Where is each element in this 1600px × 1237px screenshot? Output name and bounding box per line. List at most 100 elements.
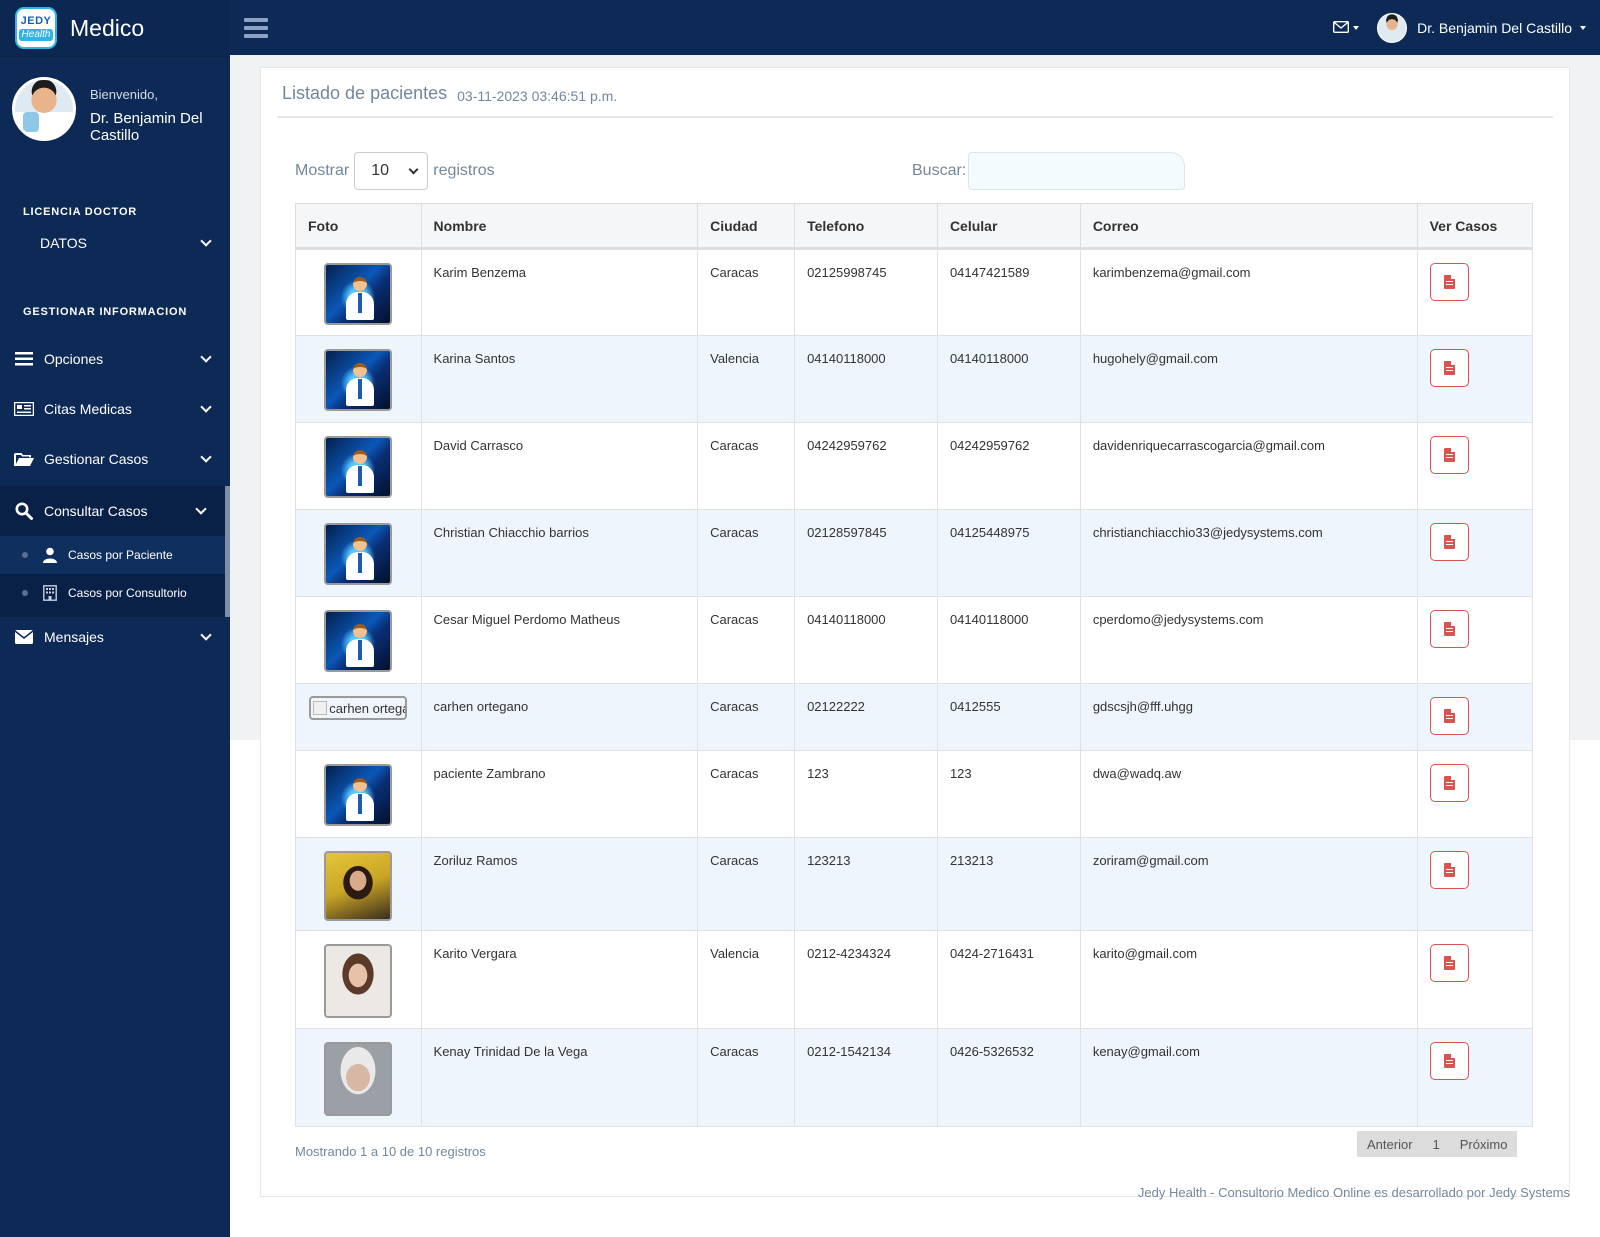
pagination-next[interactable]: Próximo xyxy=(1459,1136,1508,1152)
ver-casos-cell xyxy=(1416,422,1534,510)
table-row: Zoriluz Ramos Caracas 123213 213213 zori… xyxy=(295,837,1534,931)
page-date: 03-11-2023 03:46:51 p.m. xyxy=(457,88,618,104)
sidebar-item-casos-por-consultorio[interactable]: Casos por Consultorio xyxy=(0,574,225,612)
user-menu[interactable]: Dr. Benjamin Del Castillo xyxy=(1417,20,1586,36)
patient-name: Cesar Miguel Perdomo Matheus xyxy=(420,596,699,684)
chevron-down-icon xyxy=(200,401,212,413)
photo-cell xyxy=(295,1028,422,1127)
brand-title: Medico xyxy=(70,14,145,41)
patient-phone: 04140118000 xyxy=(794,335,938,423)
ver-casos-cell xyxy=(1416,837,1534,931)
patient-phone: 02128597845 xyxy=(794,509,938,597)
table-row: carhen ortega carhen ortegano Caracas 02… xyxy=(295,683,1534,751)
sidebar-item-opciones[interactable]: Opciones xyxy=(0,334,230,384)
chevron-down-icon xyxy=(200,351,212,363)
sidebar-item-label: Mensajes xyxy=(44,629,104,645)
patient-phone: 123 xyxy=(794,750,938,838)
file-icon xyxy=(1443,361,1455,375)
column-header-telefono[interactable]: Telefono xyxy=(794,203,938,250)
column-header-celular[interactable]: Celular xyxy=(936,203,1081,250)
section-gestionar-informacion: GESTIONAR INFORMACION xyxy=(23,306,188,318)
chevron-down-icon xyxy=(408,164,419,174)
patients-table: Foto Nombre Ciudad Telefono Celular Corr… xyxy=(295,203,1534,1127)
patient-name: carhen ortegano xyxy=(420,683,699,751)
welcome-text: Bienvenido, xyxy=(90,87,158,102)
patient-photo xyxy=(324,610,393,672)
patient-photo xyxy=(324,349,393,411)
file-icon xyxy=(1443,1054,1455,1068)
show-label: Mostrar xyxy=(295,162,350,179)
patient-name: Kenay Trinidad De la Vega xyxy=(420,1028,699,1127)
view-cases-button[interactable] xyxy=(1429,436,1469,474)
patient-name: Karina Santos xyxy=(420,335,699,423)
consultar-casos-submenu: Casos por Paciente Casos por Consultorio xyxy=(0,536,230,617)
patient-cell: 213213 xyxy=(936,837,1081,931)
user-avatar[interactable] xyxy=(1377,12,1408,43)
bullet-dot xyxy=(22,552,28,558)
chevron-down-icon xyxy=(200,235,212,247)
broken-image-icon xyxy=(313,701,328,715)
view-cases-button[interactable] xyxy=(1429,851,1469,889)
column-header-correo[interactable]: Correo xyxy=(1079,203,1418,250)
patient-cell: 04140118000 xyxy=(936,335,1081,423)
photo-cell xyxy=(295,596,422,684)
view-cases-button[interactable] xyxy=(1429,697,1469,735)
table-controls: Mostrar 10 registros Buscar: xyxy=(295,151,1535,191)
view-cases-button[interactable] xyxy=(1429,263,1469,301)
view-cases-button[interactable] xyxy=(1429,764,1469,802)
brand[interactable]: JEDY Health Medico xyxy=(0,0,230,57)
file-icon xyxy=(1443,956,1455,970)
sidebar-item-consultar-casos[interactable]: Consultar Casos xyxy=(0,486,230,536)
photo-cell xyxy=(295,837,422,931)
sidebar-item-casos-por-paciente[interactable]: Casos por Paciente xyxy=(0,536,225,574)
patient-cell: 0426-5326532 xyxy=(936,1028,1081,1127)
column-header-nombre[interactable]: Nombre xyxy=(420,203,699,250)
sidebar-item-label: Citas Medicas xyxy=(44,401,132,417)
page-length-value: 10 xyxy=(371,162,390,179)
sidebar-item-datos[interactable]: DATOS xyxy=(0,224,230,262)
patient-cell: 04140118000 xyxy=(936,596,1081,684)
patient-city: Valencia xyxy=(697,930,796,1029)
table-row: Karim Benzema Caracas 02125998745 041474… xyxy=(295,248,1534,336)
search-input[interactable] xyxy=(968,152,1186,190)
patient-cell: 04125448975 xyxy=(936,509,1081,597)
chevron-down-icon xyxy=(195,503,207,515)
envelope-icon xyxy=(14,629,34,645)
page-length-select[interactable]: 10 xyxy=(354,152,429,190)
ver-casos-cell xyxy=(1416,930,1534,1029)
photo-cell xyxy=(295,335,422,423)
sidebar-item-mensajes[interactable]: Mensajes xyxy=(0,617,230,657)
file-icon xyxy=(1443,535,1455,549)
user-icon xyxy=(42,547,58,563)
ver-casos-cell xyxy=(1416,1028,1534,1127)
view-cases-button[interactable] xyxy=(1429,610,1469,648)
file-icon xyxy=(1443,275,1455,289)
view-cases-button[interactable] xyxy=(1429,1042,1469,1080)
patient-email: cperdomo@jedysystems.com xyxy=(1079,596,1418,684)
patient-city: Caracas xyxy=(697,1028,796,1127)
sidebar-item-gestionar-casos[interactable]: Gestionar Casos xyxy=(0,434,230,484)
patient-city: Caracas xyxy=(697,509,796,597)
sidebar-item-citas-medicas[interactable]: Citas Medicas xyxy=(0,384,230,434)
menu-toggle-icon[interactable] xyxy=(244,17,268,38)
pagination-page-1[interactable]: 1 xyxy=(1432,1136,1440,1152)
photo-cell xyxy=(295,930,422,1029)
patient-photo xyxy=(324,944,393,1018)
topbar: Dr. Benjamin Del Castillo xyxy=(230,0,1600,55)
column-header-ver-casos[interactable]: Ver Casos xyxy=(1416,203,1534,250)
pagination-prev[interactable]: Anterior xyxy=(1367,1136,1413,1152)
view-cases-button[interactable] xyxy=(1429,523,1469,561)
patient-name: David Carrasco xyxy=(420,422,699,510)
table-row: Christian Chiacchio barrios Caracas 0212… xyxy=(295,509,1534,597)
column-header-foto[interactable]: Foto xyxy=(295,203,422,250)
column-header-ciudad[interactable]: Ciudad xyxy=(697,203,796,250)
file-icon xyxy=(1443,776,1455,790)
view-cases-button[interactable] xyxy=(1429,349,1469,387)
main-content: Listado de pacientes 03-11-2023 03:46:51… xyxy=(230,55,1600,1237)
submenu-label: Casos por Paciente xyxy=(68,548,173,562)
ver-casos-cell xyxy=(1416,248,1534,336)
messages-dropdown[interactable] xyxy=(1333,20,1360,36)
view-cases-button[interactable] xyxy=(1429,944,1469,982)
ver-casos-cell xyxy=(1416,596,1534,684)
patient-photo xyxy=(324,436,393,498)
